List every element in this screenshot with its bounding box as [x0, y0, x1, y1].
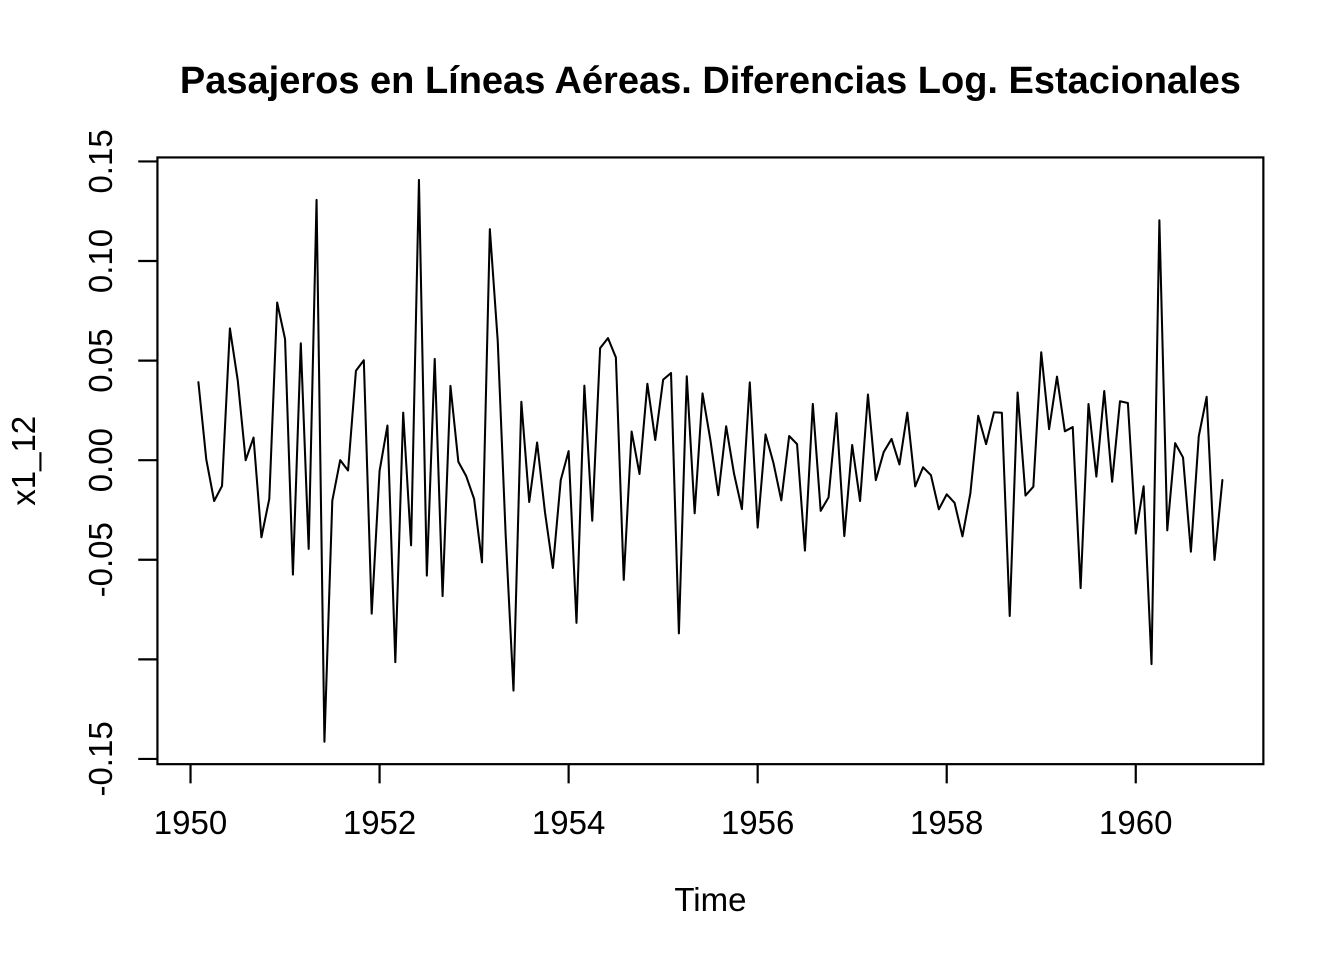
svg-text:0.05: 0.05	[82, 328, 119, 392]
svg-text:Pasajeros en Líneas Aéreas. Di: Pasajeros en Líneas Aéreas. Diferencias …	[180, 60, 1241, 102]
svg-text:1954: 1954	[532, 804, 605, 841]
svg-text:1958: 1958	[910, 804, 983, 841]
svg-text:1952: 1952	[343, 804, 416, 841]
svg-text:1956: 1956	[721, 804, 794, 841]
svg-text:1950: 1950	[154, 804, 227, 841]
svg-text:x1_12: x1_12	[5, 416, 42, 506]
svg-text:Time: Time	[674, 881, 746, 918]
svg-text:1960: 1960	[1099, 804, 1172, 841]
svg-text:0.15: 0.15	[82, 129, 119, 193]
svg-text:-0.15: -0.15	[82, 721, 119, 796]
svg-text:0.10: 0.10	[82, 229, 119, 293]
svg-text:-0.05: -0.05	[82, 522, 119, 597]
svg-text:0.00: 0.00	[82, 428, 119, 492]
